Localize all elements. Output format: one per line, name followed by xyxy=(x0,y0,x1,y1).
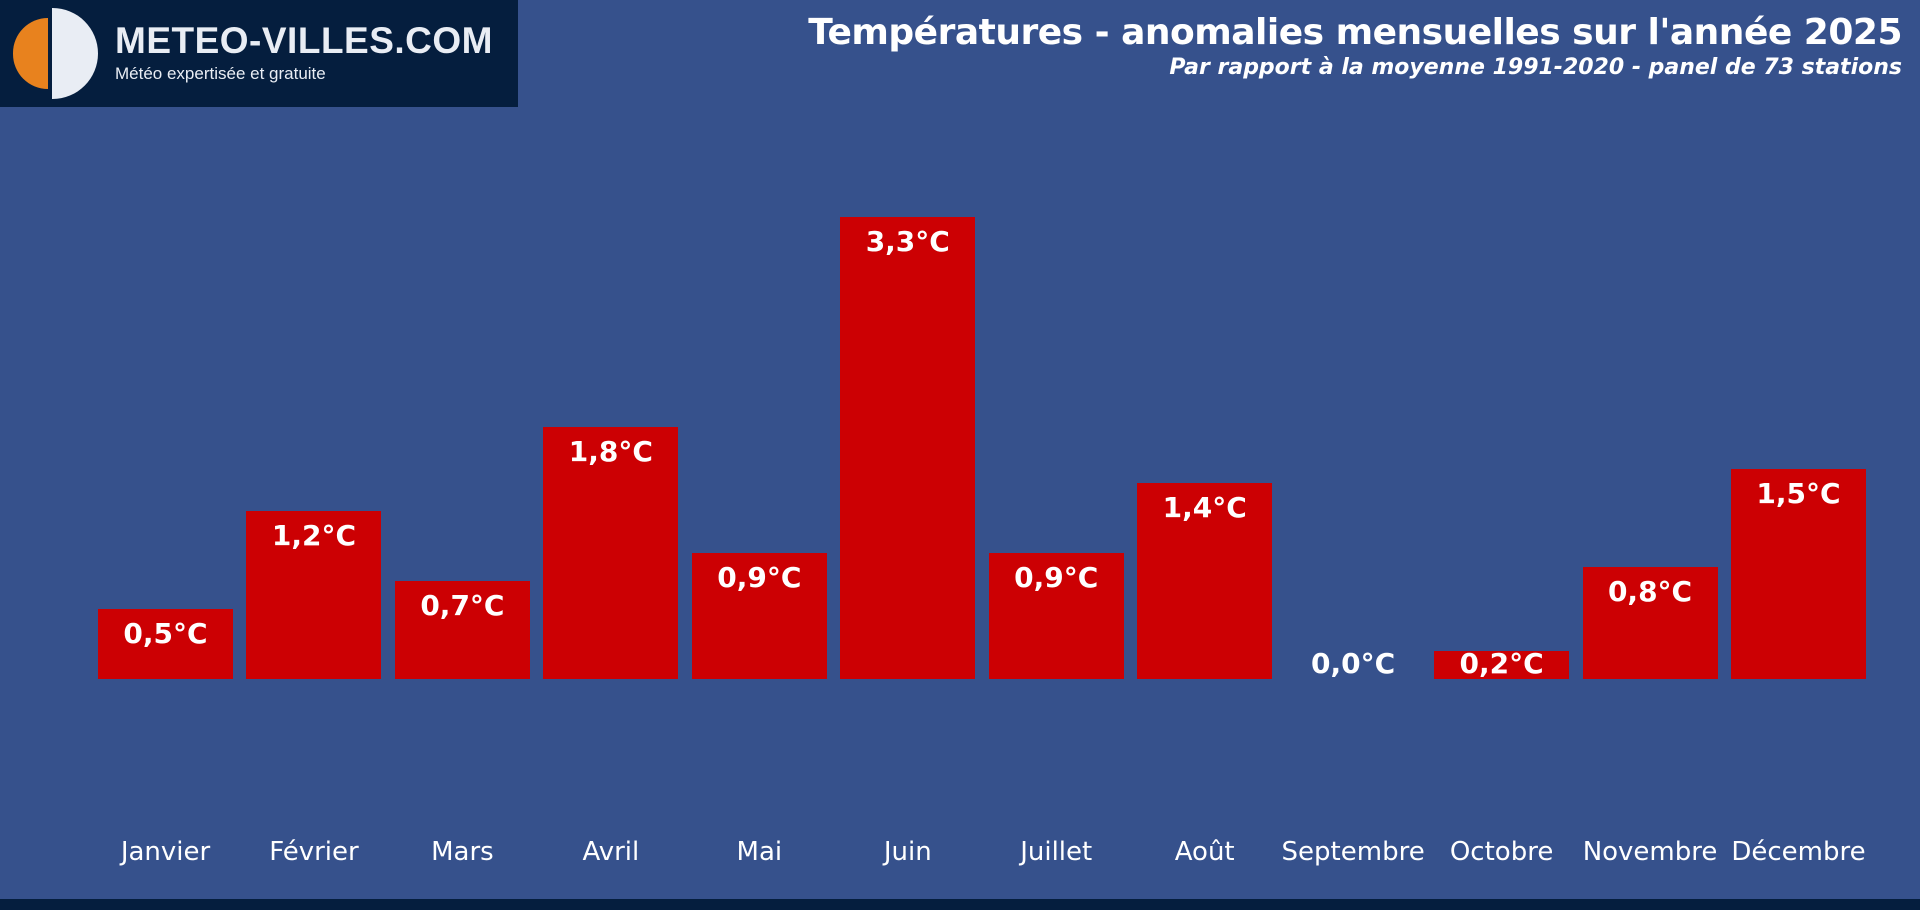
bar xyxy=(1731,469,1866,679)
title-block: Températures - anomalies mensuelles sur … xyxy=(808,12,1902,82)
bar xyxy=(543,427,679,679)
bar-value-label: 0,2°C xyxy=(1459,647,1544,680)
bar-column: 1,8°C xyxy=(543,0,679,679)
bar-column: 1,4°C xyxy=(1137,0,1273,679)
bar-column: 0,7°C xyxy=(394,0,530,679)
bar-value-label: 0,8°C xyxy=(1607,575,1693,608)
bar-value-label: 3,3°C xyxy=(865,225,950,258)
bar-column: 0,5°C xyxy=(98,0,233,679)
bar-value-label: 1,2°C xyxy=(271,519,357,552)
bar-value-label: 1,8°C xyxy=(568,435,653,468)
logo-white-half-circle-icon xyxy=(52,8,98,99)
bar-column: 0,2°C xyxy=(1434,0,1570,680)
bar-column: 0,9°C xyxy=(691,0,827,679)
month-label: Décembre xyxy=(1731,837,1866,867)
brand-tagline: Météo expertisée et gratuite xyxy=(115,64,326,83)
bar xyxy=(394,581,530,679)
month-label: Janvier xyxy=(120,837,211,867)
logo-orange-half-circle-icon xyxy=(13,18,48,89)
bar xyxy=(246,511,382,679)
bar-column: 0,9°C xyxy=(988,0,1124,679)
bar xyxy=(1137,483,1273,679)
bar xyxy=(840,217,976,679)
brand-name: METEO-VILLES.COM xyxy=(115,20,493,61)
month-label: Juin xyxy=(883,837,932,867)
bar-value-label: 0,9°C xyxy=(717,561,802,594)
bar xyxy=(1582,567,1718,679)
bar-value-label: 1,4°C xyxy=(1162,491,1247,524)
bar-value-label: 0,7°C xyxy=(420,589,505,622)
bar xyxy=(988,553,1124,679)
bar-column: 0,0°C xyxy=(1286,0,1421,679)
month-label: Août xyxy=(1174,837,1235,867)
month-label: Septembre xyxy=(1281,837,1425,867)
meteo-villes-logo: METEO-VILLES.COM Météo expertisée et gra… xyxy=(0,0,518,107)
bar-column: 3,3°C xyxy=(840,0,976,679)
month-label: Mai xyxy=(736,837,783,867)
x-axis-labels: Janvier Février Mars Avril Mai Juin Juillet Aoû… xyxy=(98,836,1866,870)
plot-area: 0,5°C 1,2°C 0,7°C 1,8°C 0,9°C 3,3°C 0,9°C 1,4°C… xyxy=(98,0,1866,679)
logo-text-block: METEO-VILLES.COM Météo expertisée et gra… xyxy=(115,22,493,85)
month-label: Juillet xyxy=(1020,837,1093,867)
bar xyxy=(691,553,827,679)
footer-bar xyxy=(0,899,1920,910)
bar-value-label: 0,9°C xyxy=(1014,561,1099,594)
meteo-villes-logo-icon xyxy=(12,8,104,99)
bar xyxy=(98,609,233,679)
bar-column: 1,2°C xyxy=(246,0,382,679)
month-label: Novembre xyxy=(1582,837,1718,867)
chart-title: Températures - anomalies mensuelles sur … xyxy=(808,12,1902,53)
bar-column: 1,5°C xyxy=(1731,0,1866,679)
month-label: Avril xyxy=(582,837,640,867)
chart-subtitle: Par rapport à la moyenne 1991-2020 - pan… xyxy=(1169,55,1902,80)
month-label: Octobre xyxy=(1449,837,1554,867)
bar-value-label: 1,5°C xyxy=(1756,477,1841,510)
bar xyxy=(1434,651,1570,679)
month-label: Mars xyxy=(431,837,494,867)
bar-value-label: 0,5°C xyxy=(123,617,208,650)
bar-value-label: 0,0°C xyxy=(1311,647,1396,680)
bar-column: 0,8°C xyxy=(1582,0,1718,679)
month-label: Février xyxy=(269,837,359,867)
